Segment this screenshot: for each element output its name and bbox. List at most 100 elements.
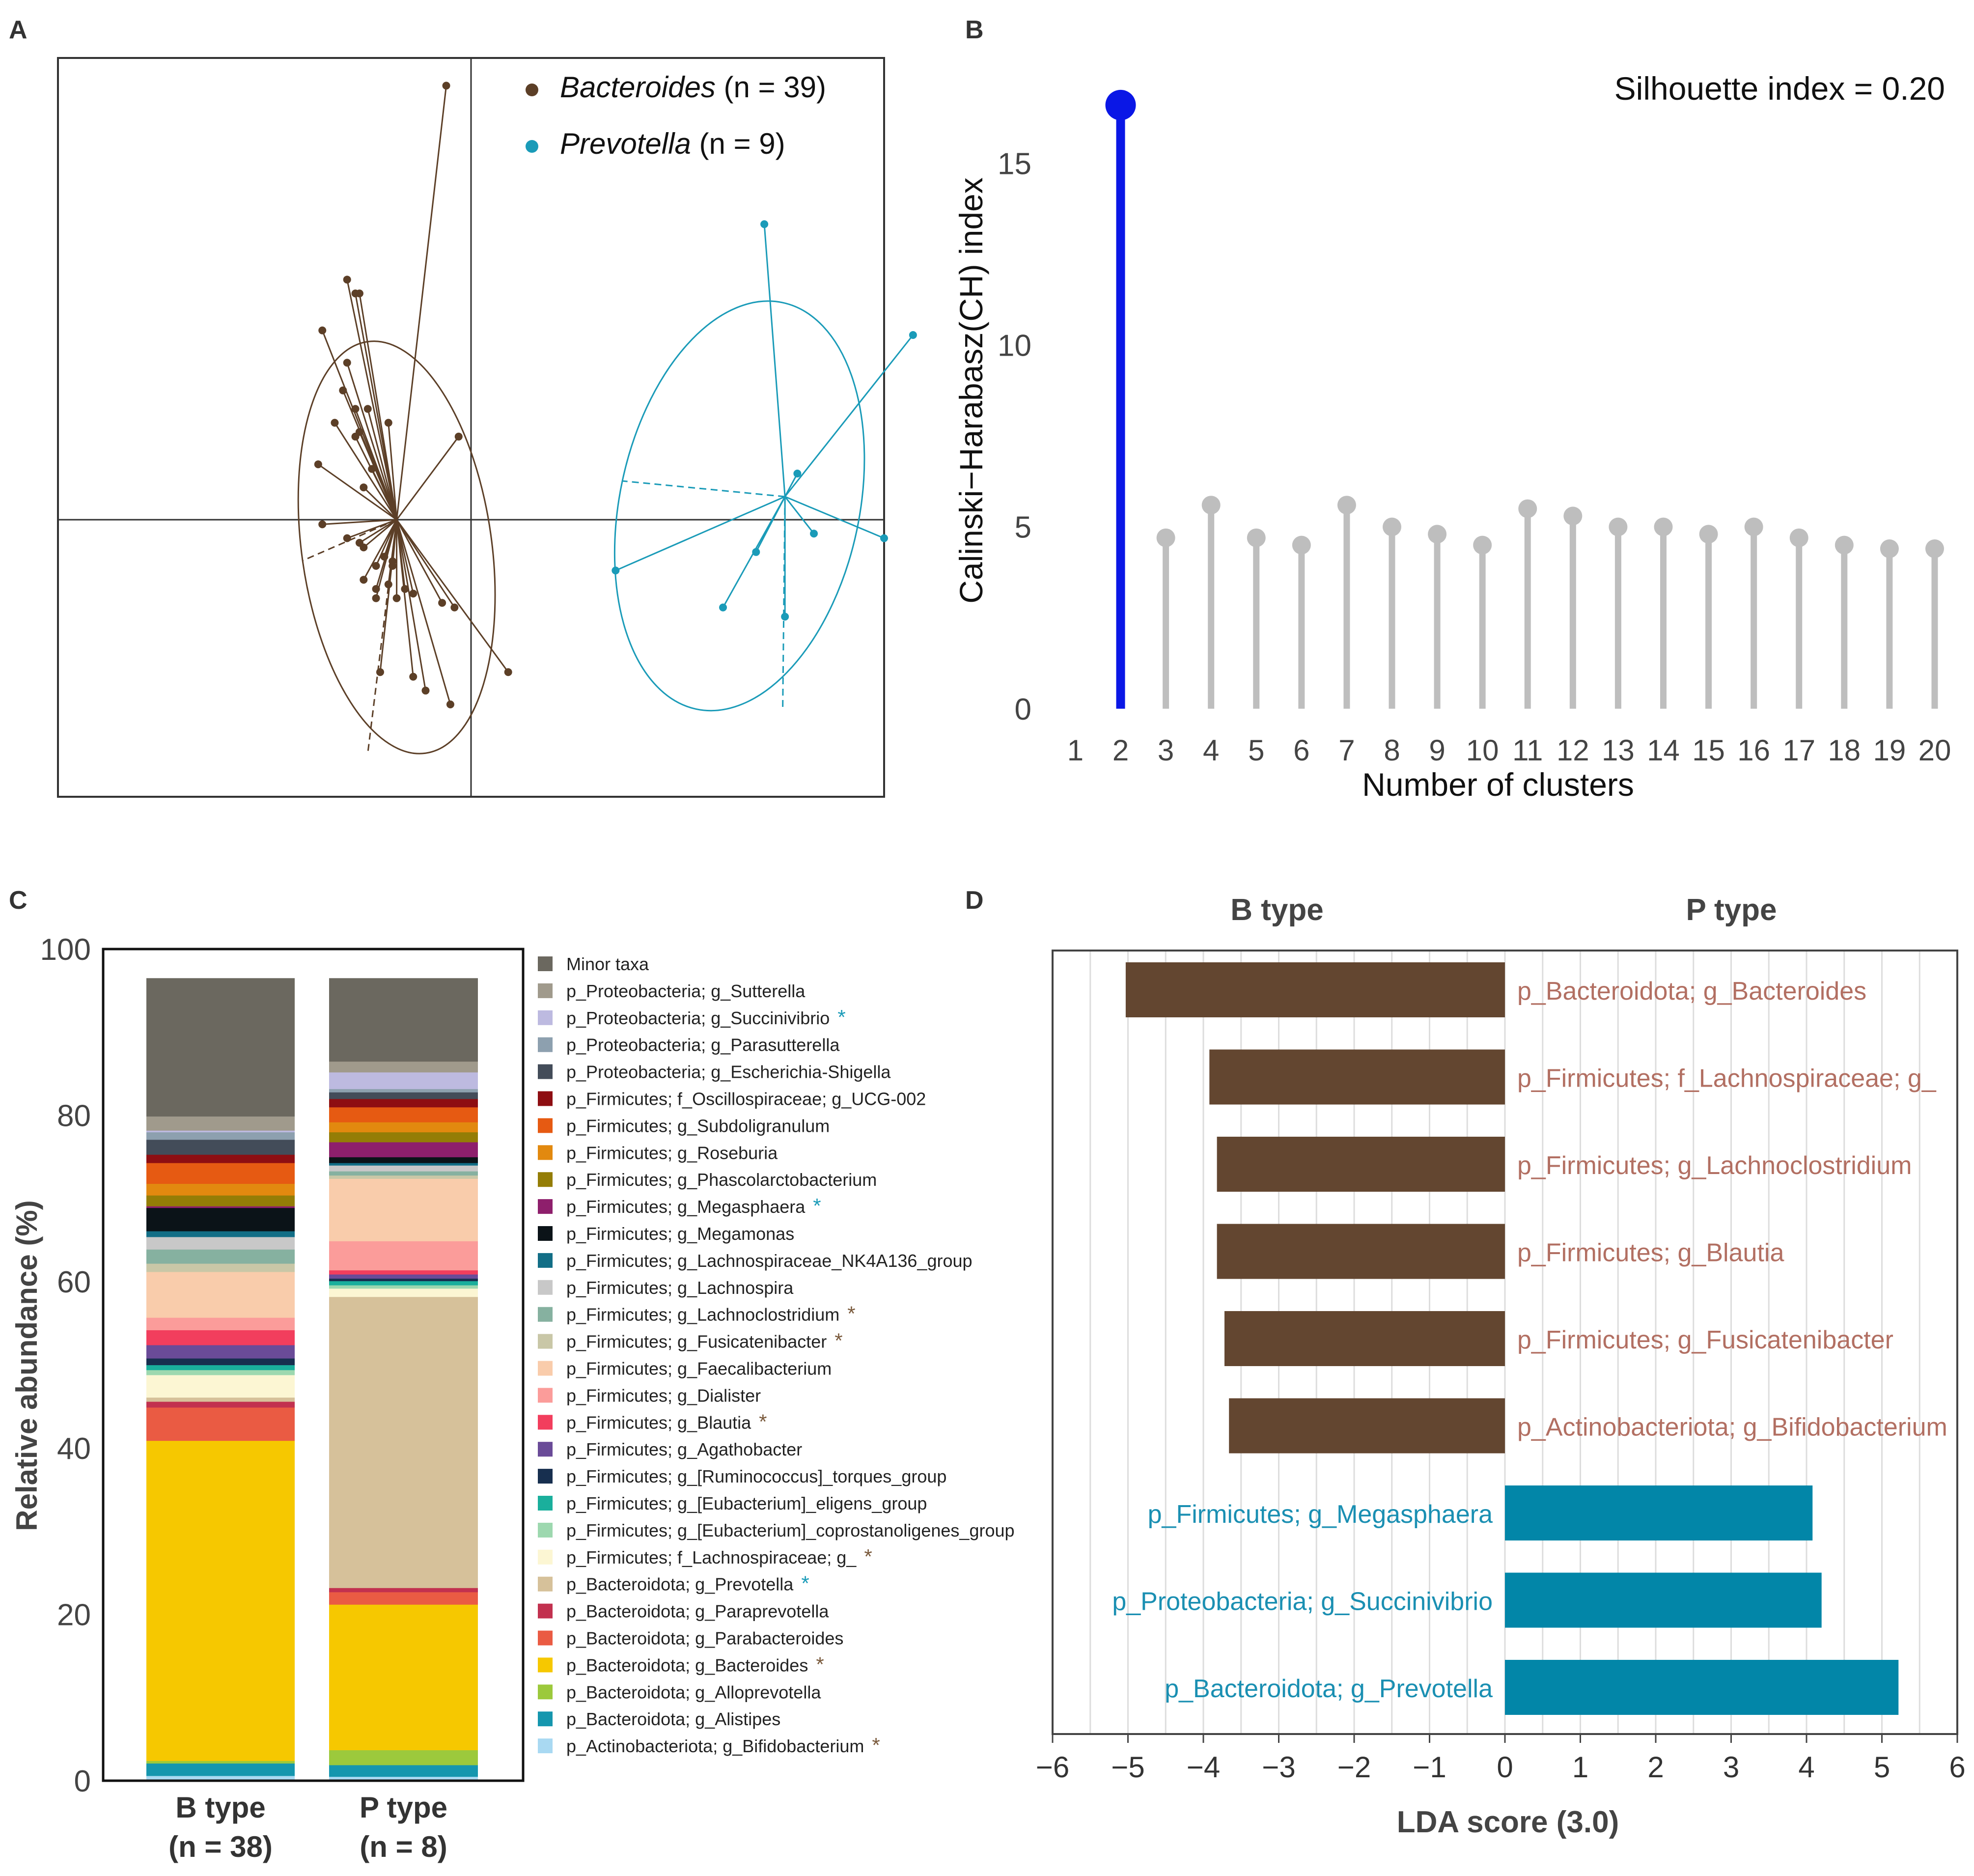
bacteroides-spoke-line [363, 519, 397, 580]
x-tick-label: 13 [1602, 734, 1635, 767]
bar-segment-p-firmicutes-g-lachnospiraceae-nk4a136-group [329, 1163, 478, 1166]
bar-segment-p-firmicutes-g-megasphaera [146, 1206, 295, 1208]
x-tick-label: 11 [1512, 734, 1543, 767]
bar-segment-p-firmicutes-g-subdoligranulum [146, 1163, 295, 1184]
x-tick-label: 19 [1873, 734, 1906, 767]
panel-label-b: B [965, 16, 984, 44]
bar-segment-p-firmicutes-g-megasphaera [329, 1142, 478, 1157]
bar-segment-p-firmicutes-f-lachnospiraceae-g [146, 1374, 295, 1398]
plot-frame [102, 948, 525, 1782]
legend-label-p-bacteroidota-g-prevotella: p_Bacteroidota; g_Prevotella * [566, 1572, 809, 1595]
prevotella-spoke-line [784, 473, 798, 497]
x-tick-label: 5 [1248, 734, 1264, 767]
bar-segment-p-firmicutes-g-eubacterium-eligens-group [329, 1281, 478, 1286]
y-tick-label: 0 [1015, 693, 1031, 727]
legend-label-p-firmicutes-g-blautia: p_Firmicutes; g_Blautia * [566, 1410, 767, 1433]
bar-segment-p-firmicutes-g-lachnospira [329, 1165, 478, 1172]
prevotella-sample-point [880, 534, 888, 542]
bar-segment-p-firmicutes-g-blautia [329, 1270, 478, 1275]
lollipop-point [1201, 496, 1221, 515]
bacteroides-sample-point [318, 326, 327, 335]
bar-segment-p-firmicutes-f-oscillospiraceae-g-ucg-002 [329, 1098, 478, 1108]
x-tick-label: 8 [1384, 734, 1400, 767]
bacteroides-sample-point [372, 594, 380, 602]
legend-swatch-p-firmicutes-g-phascolarctobacterium [538, 1172, 553, 1187]
lollipop-point [1156, 528, 1175, 547]
legend-label-p-actinobacteriota-g-bifidobacterium: p_Actinobacteriota; g_Bifidobacterium * [566, 1734, 880, 1757]
legend-swatch-p-proteobacteria-g-escherichia-shigella [538, 1064, 553, 1079]
x-tick-label: 4 [1798, 1751, 1814, 1784]
x-tick-label: −2 [1337, 1751, 1371, 1784]
y-axis-title: Relative abundance (%) [10, 1200, 43, 1531]
bacteroides-sample-point [392, 594, 401, 602]
x-tick-label: 20 [1918, 734, 1951, 767]
bar-segment-p-firmicutes-g-subdoligranulum [329, 1107, 478, 1122]
lda-bar-p-firmicutes-g-fusicatenibacter [1224, 1311, 1505, 1366]
bacteroides-sample-point [409, 672, 417, 681]
legend-swatch-p-firmicutes-g-eubacterium-eligens-group [538, 1496, 553, 1511]
y-tick-label: 20 [57, 1598, 91, 1632]
bar-segment-minor-taxa [146, 978, 295, 1117]
panel-d-lda-plot: B type P type p_Bacteroidota; g_Bacteroide… [1036, 893, 1966, 1839]
x-tick-label: −3 [1262, 1751, 1295, 1784]
legend-swatch-p-bacteroidota-g-alloprevotella [538, 1684, 553, 1700]
lollipop-point [1789, 528, 1808, 547]
bacteroides-sample-point [360, 576, 368, 584]
bacteroides-spoke-line [355, 408, 398, 520]
x-tick-label: 15 [1692, 734, 1725, 767]
bacteroides-sample-point [372, 585, 380, 593]
lollipop-point [1383, 517, 1402, 536]
legend-swatch-p-firmicutes-f-lachnospiraceae-g [538, 1549, 553, 1565]
lda-bar-p-actinobacteriota-g-bifidobacterium [1229, 1398, 1505, 1454]
lollipop-point [1247, 528, 1266, 547]
legend-label-p-firmicutes-g-megasphaera: p_Firmicutes; g_Megasphaera * [566, 1194, 821, 1217]
bacteroides-sample-point [363, 405, 372, 413]
prevotella-sample-point [752, 548, 760, 556]
lollipop-point [1654, 517, 1673, 536]
bacteroides-spoke-line [396, 519, 451, 705]
x-axis-title: Number of clusters [1362, 766, 1634, 803]
bacteroides-spoke-line [396, 519, 455, 608]
bar-segment-p-firmicutes-g-fusicatenibacter [146, 1263, 295, 1272]
panel-label-d: D [965, 886, 984, 915]
bacteroides-sample-point [401, 585, 409, 593]
legend-swatch-p-firmicutes-f-oscillospiraceae-g-ucg-002 [538, 1091, 553, 1106]
bar-segment-p-bacteroidota-g-alloprevotella [329, 1750, 478, 1765]
legend-swatch-p-firmicutes-g-roseburia [538, 1145, 553, 1160]
bar-segment-p-proteobacteria-g-escherichia-shigella [329, 1092, 478, 1099]
legend-swatch-p-proteobacteria-g-succinivibrio [538, 1010, 553, 1025]
lollipop-point [1337, 496, 1356, 515]
legend-swatch-p-firmicutes-g-fusicatenibacter [538, 1334, 553, 1349]
lollipop-point [1428, 525, 1447, 544]
bar-segment-p-firmicutes-g-agathobacter [146, 1344, 295, 1359]
legend-label-p-proteobacteria-g-succinivibrio: p_Proteobacteria; g_Succinivibrio * [566, 1006, 846, 1029]
prevotella-sample-point [793, 470, 802, 477]
bacteroides-sample-point [355, 289, 363, 298]
x-tick-label: 6 [1293, 734, 1309, 767]
bacteroides-spoke-line [346, 362, 398, 520]
legend-swatch-p-firmicutes-g-eubacterium-coprostanoligenes-group [538, 1522, 553, 1538]
bar-segment-p-proteobacteria-g-parasutterella [146, 1132, 295, 1140]
bar-segment-p-firmicutes-g-agathobacter [329, 1274, 478, 1279]
bacteroides-sample-point [384, 419, 392, 427]
legend-swatch-p-bacteroidota-g-paraprevotella [538, 1603, 553, 1619]
bacteroides-sample-point [318, 520, 327, 529]
stacked-bar-p-type [329, 978, 478, 1781]
legend-label-prevotella: Prevotella (n = 9) [560, 127, 785, 160]
bacteroides-sample-point [454, 432, 463, 441]
legend-swatch-p-bacteroidota-g-parabacteroides [538, 1630, 553, 1646]
bar-segment-p-firmicutes-g-faecalibacterium [146, 1271, 295, 1318]
prevotella-spoke-line [615, 496, 785, 571]
bar-segment-p-firmicutes-g-faecalibacterium [329, 1178, 478, 1241]
lollipop-point [1744, 517, 1763, 536]
legend-swatch-p-firmicutes-g-agathobacter [538, 1442, 553, 1457]
panel-label-c: C [9, 886, 28, 915]
x-tick-label: −5 [1111, 1751, 1144, 1784]
legend-label-p-firmicutes-g-eubacterium-coprostanoligenes-group: p_Firmicutes; g_[Eubacterium]_coprostano… [566, 1520, 1015, 1540]
legend: Bacteroides (n = 39) Prevotella (n = 9) [526, 71, 826, 160]
legend-label-p-firmicutes-f-oscillospiraceae-g-ucg-002: p_Firmicutes; f_Oscillospiraceae; g_UCG-… [566, 1089, 926, 1109]
y-tick-label: 10 [998, 329, 1031, 363]
x-tick-label: 14 [1647, 734, 1680, 767]
x-tick-label: 9 [1429, 734, 1445, 767]
bar-segment-minor-taxa [329, 978, 478, 1062]
